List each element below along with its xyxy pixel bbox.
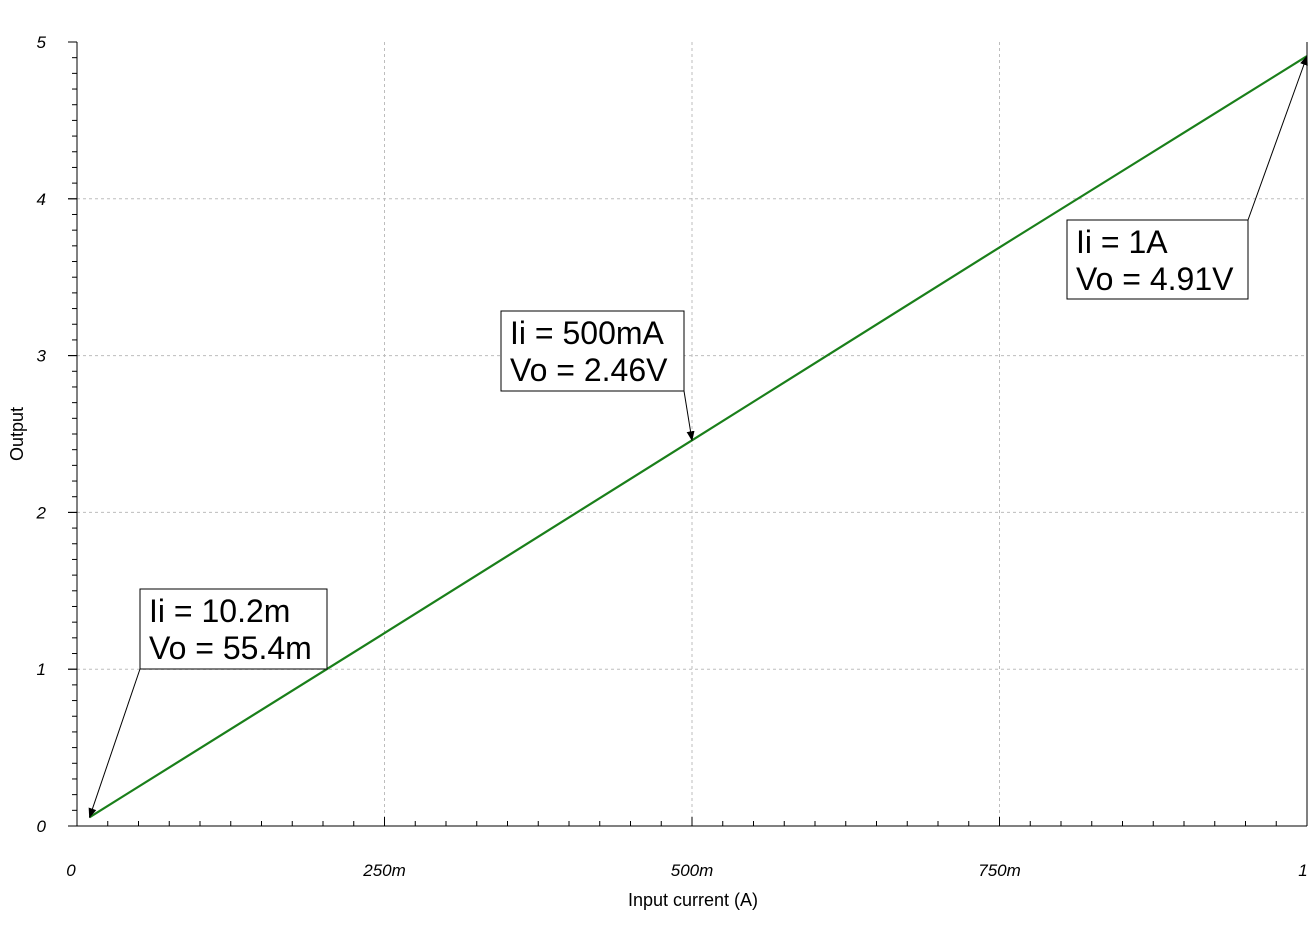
x-tick-label: 500m [671,861,714,880]
annotation-arrow [88,668,141,819]
annotation-arrow [1247,55,1308,221]
y-axis-title: Output [7,407,27,461]
x-tick-label: 750m [978,861,1021,880]
annotation-box [500,310,685,392]
y-tick-label: 2 [36,503,47,522]
annotation-text: Vo = 55.4m [149,630,312,666]
x-tick-label: 1 [1298,861,1307,880]
annotation-text: Vo = 4.91V [1076,261,1234,297]
y-tick-label: 5 [37,33,47,52]
series [88,55,1308,819]
x-tick-label: 250m [362,861,406,880]
annotation-box [139,588,328,670]
y-tick-label: 0 [37,817,47,836]
annotation-text: Ii = 1A [1076,224,1168,260]
axes: 0 250m 500m 750m 1 0 1 2 3 4 5 [36,33,1308,880]
annotation-text: Ii = 10.2m [149,593,290,629]
annotation-arrow [683,390,695,442]
annotation-box [1066,219,1249,300]
annotation-text: Ii = 500mA [510,315,665,351]
x-tick-label: 0 [66,861,76,880]
annotation-text: Vo = 2.46V [510,352,668,388]
y-tick-label: 1 [37,660,46,679]
y-tick-label: 3 [37,347,47,366]
series-line [88,55,1308,819]
x-axis-title: Input current (A) [628,890,758,910]
y-tick-label: 4 [37,190,46,209]
grid [77,42,1307,826]
